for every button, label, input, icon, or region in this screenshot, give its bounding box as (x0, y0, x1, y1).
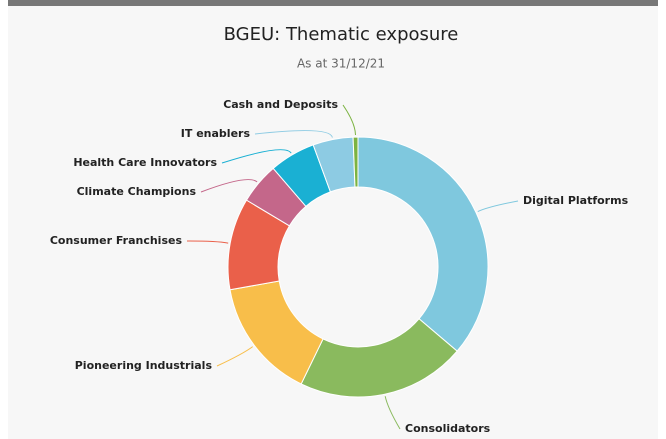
chart-subtitle: As at 31/12/21 (297, 57, 385, 71)
slice-label: Digital Platforms (523, 194, 629, 207)
slice-label: Consolidators (405, 422, 491, 435)
leader-line (384, 396, 401, 430)
slice (352, 136, 359, 188)
slice-label: Health Care Innovators (73, 156, 217, 169)
chart-title: BGEU: Thematic exposure (224, 24, 459, 45)
slice (357, 136, 489, 352)
leader-line (186, 240, 229, 244)
leader-line (221, 149, 292, 164)
leader-line (342, 104, 357, 136)
leader-line (216, 346, 253, 367)
slice-label: IT enablers (181, 127, 251, 140)
leader-line (200, 179, 258, 193)
slice-label: Cash and Deposits (223, 98, 338, 111)
slice-label: Consumer Franchises (50, 234, 183, 247)
slice-label: Climate Champions (77, 185, 197, 198)
slice-label: Pioneering Industrials (75, 359, 213, 372)
leader-line (254, 130, 333, 138)
card-border (8, 0, 658, 6)
leader-line (477, 200, 519, 213)
